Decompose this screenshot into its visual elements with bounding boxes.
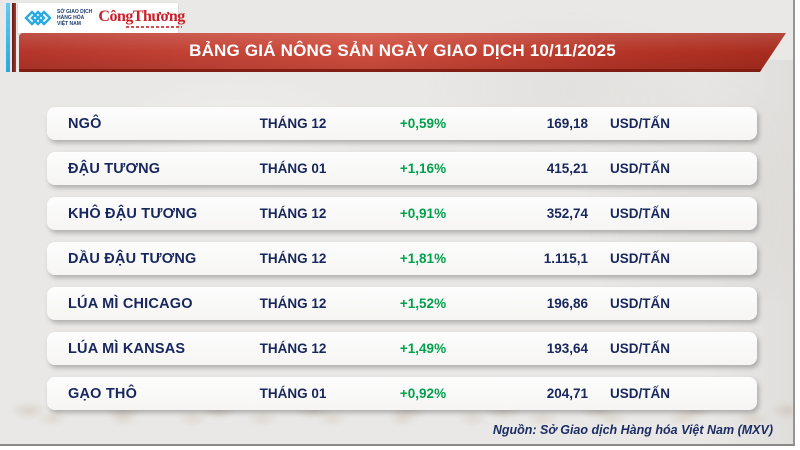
table-row: ĐẬU TƯƠNG THÁNG 01 +1,16% 415,21 USD/TẤN [47,152,757,185]
accent-stripe-cyan [6,3,10,72]
mxv-logo-line: HÀNG HÓA [57,15,85,21]
mxv-logo-line: VIỆT NAM [57,21,81,27]
price-value: 1.115,1 [543,251,588,266]
contract-month: THÁNG 12 [259,341,327,356]
price-unit: USD/TẤN [610,116,670,131]
price-unit: USD/TẤN [610,296,670,311]
commodity-name: GẠO THÔ [68,385,138,402]
price-unit: USD/TẤN [610,161,670,176]
table-row: LÚA MÌ KANSAS THÁNG 12 +1,49% 193,64 USD… [47,332,757,365]
congthuong-wordmark: CôngThương [98,7,185,25]
table-row: LÚA MÌ CHICAGO THÁNG 12 +1,52% 196,86 US… [47,287,757,320]
price-value: 196,86 [546,296,588,311]
contract-month: THÁNG 12 [259,296,327,311]
price-unit: USD/TẤN [610,341,670,356]
price-value: 204,71 [546,386,588,401]
contract-month: THÁNG 01 [259,161,327,176]
mxv-logo-text: SỞ GIAO DỊCH HÀNG HÓA VIỆT NAM [57,9,92,27]
commodity-name: LÚA MÌ KANSAS [68,340,186,357]
table-row: NGÔ THÁNG 12 +0,59% 169,18 USD/TẤN [47,107,757,140]
change-percent: +0,92% [399,386,447,401]
commodity-name: NGÔ [68,115,102,132]
table-row: DẦU ĐẬU TƯƠNG THÁNG 12 +1,81% 1.115,1 US… [47,242,757,275]
contract-month: THÁNG 01 [259,386,327,401]
contract-month: THÁNG 12 [259,206,327,221]
commodity-name: DẦU ĐẬU TƯƠNG [68,250,197,267]
change-percent: +1,16% [399,161,447,176]
logo-box: SỞ GIAO DỊCH HÀNG HÓA VIỆT NAM CôngThươn… [18,3,185,33]
table-row: KHÔ ĐẬU TƯƠNG THÁNG 12 +0,91% 352,74 USD… [47,197,757,230]
title-banner: BẢNG GIÁ NÔNG SẢN NGÀY GIAO DỊCH 10/11/2… [19,33,786,72]
price-value: 169,18 [546,116,588,131]
price-table: NGÔ THÁNG 12 +0,59% 169,18 USD/TẤN ĐẬU T… [47,107,757,422]
contract-month: THÁNG 12 [259,251,327,266]
change-percent: +0,59% [399,116,447,131]
price-value: 415,21 [546,161,588,176]
change-percent: +1,49% [399,341,447,356]
commodity-name: KHÔ ĐẬU TƯƠNG [68,205,198,222]
price-value: 193,64 [546,341,588,356]
accent-stripe-maroon [12,3,16,72]
change-percent: +0,91% [399,206,447,221]
price-unit: USD/TẤN [610,206,670,221]
change-percent: +1,52% [399,296,447,311]
mxv-logo-line: SỞ GIAO DỊCH [57,9,93,15]
banner-highlight [19,33,786,72]
page-title: BẢNG GIÁ NÔNG SẢN NGÀY GIAO DỊCH 10/11/2… [189,41,616,60]
congthuong-logo: CôngThương [98,7,185,28]
contract-month: THÁNG 12 [259,116,327,131]
commodity-name: ĐẬU TƯƠNG [68,160,161,177]
source-credit: Nguồn: Sở Giao dịch Hàng hóa Việt Nam (M… [492,423,773,437]
commodity-name: LÚA MÌ CHICAGO [68,295,193,312]
price-unit: USD/TẤN [610,386,670,401]
mxv-logo-icon [24,10,52,26]
price-value: 352,74 [546,206,588,221]
congthuong-tagline [126,25,183,28]
table-row: GẠO THÔ THÁNG 01 +0,92% 204,71 USD/TẤN [47,377,757,410]
banner-bottom-edge [19,69,786,72]
price-unit: USD/TẤN [610,251,670,266]
change-percent: +1,81% [399,251,447,266]
